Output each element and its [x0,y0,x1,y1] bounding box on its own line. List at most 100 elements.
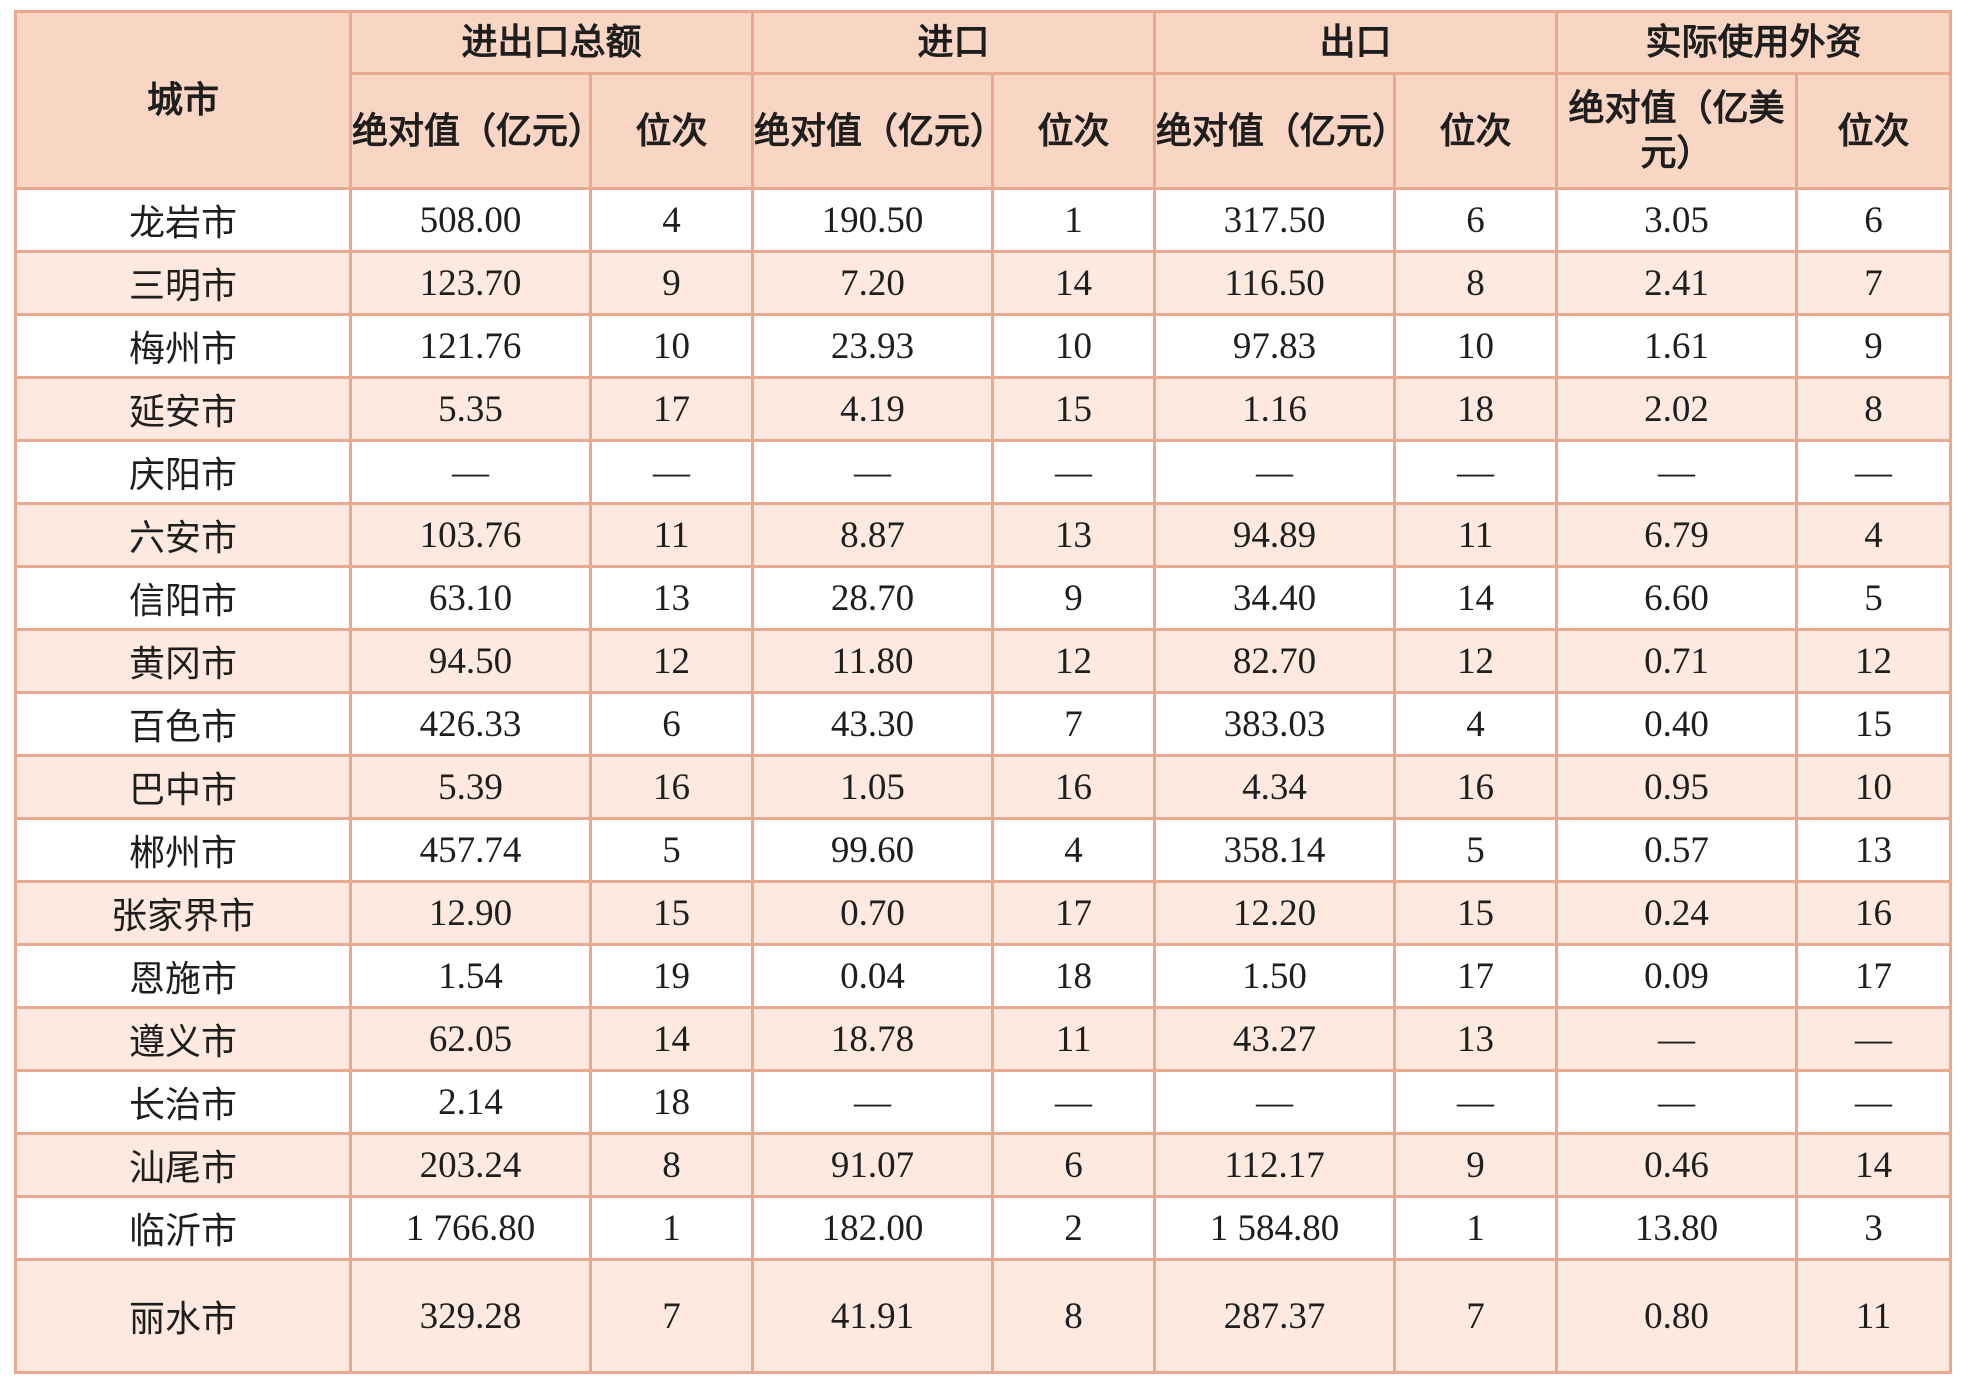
cell-fdi-value: 6.79 [1555,502,1799,568]
table-container: 城市 进出口总额 进口 出口 实际使用外资 绝对值（亿元） 位次 绝对值（亿元）… [14,10,1953,1374]
cell-total-value: 5.39 [349,754,592,820]
cell-city: 信阳市 [14,565,352,631]
cell-export-value: 112.17 [1153,1132,1397,1198]
cell-city: 汕尾市 [14,1132,352,1198]
cell-city: 长治市 [14,1069,352,1135]
cell-total-value: 12.90 [349,880,592,946]
cell-fdi-rank: 7 [1795,250,1953,316]
header-sub-value: 绝对值（亿元） [751,72,995,190]
cell-export-rank: 7 [1393,1258,1559,1374]
table-row: 庆阳市 — — — — — — — — [14,439,1953,505]
header-sub-value: 绝对值（亿元） [1153,72,1397,190]
cell-city: 郴州市 [14,817,352,883]
cell-import-rank: 11 [991,1006,1157,1072]
cell-import-rank: 4 [991,817,1157,883]
cell-export-value: 12.20 [1153,880,1397,946]
cell-total-rank: 6 [588,691,755,757]
cell-import-value: 1.05 [751,754,995,820]
cell-city: 百色市 [14,691,352,757]
cell-fdi-value: 0.46 [1555,1132,1799,1198]
cell-export-value: 82.70 [1153,628,1397,694]
cell-import-value: 0.04 [751,943,995,1009]
cell-fdi-value: 3.05 [1555,187,1799,253]
cell-import-rank: 6 [991,1132,1157,1198]
table-row: 百色市 426.33 6 43.30 7 383.03 4 0.40 15 [14,691,1953,757]
cell-total-rank: 10 [588,313,755,379]
cell-total-value: 2.14 [349,1069,592,1135]
cell-total-value: 94.50 [349,628,592,694]
cell-export-value: 116.50 [1153,250,1397,316]
cell-fdi-rank: 9 [1795,313,1953,379]
table-row: 丽水市 329.28 7 41.91 8 287.37 7 0.80 11 [14,1258,1953,1374]
cell-city: 遵义市 [14,1006,352,1072]
trade-data-table: 城市 进出口总额 进口 出口 实际使用外资 绝对值（亿元） 位次 绝对值（亿元）… [14,10,1953,1374]
cell-fdi-value: 0.24 [1555,880,1799,946]
table-row: 遵义市 62.05 14 18.78 11 43.27 13— — [14,1006,1953,1072]
cell-city: 龙岩市 [14,187,352,253]
cell-total-value: 121.76 [349,313,592,379]
header-group-export: 出口 [1153,10,1559,75]
table-row: 龙岩市 508.00 4 190.50 1 317.50 6 3.05 6 [14,187,1953,253]
cell-total-rank: 18 [588,1069,755,1135]
cell-total-rank: 12 [588,628,755,694]
cell-fdi-value: 6.60 [1555,565,1799,631]
header-sub-value: 绝对值（亿美元） [1555,72,1799,190]
cell-export-value: — [1153,439,1397,505]
cell-fdi-value: 0.80 [1555,1258,1799,1374]
cell-import-value: 8.87 [751,502,995,568]
cell-total-value: 103.76 [349,502,592,568]
table-row: 郴州市 457.74 5 99.60 4 358.14 5 0.57 13 [14,817,1953,883]
cell-fdi-rank: 17 [1795,943,1953,1009]
cell-fdi-value: — [1555,1006,1799,1072]
cell-fdi-rank: 4 [1795,502,1953,568]
cell-export-value: 1.16 [1153,376,1397,442]
cell-export-value: 383.03 [1153,691,1397,757]
cell-export-value: 4.34 [1153,754,1397,820]
cell-total-rank: 19 [588,943,755,1009]
cell-total-value: 426.33 [349,691,592,757]
cell-fdi-rank: 8 [1795,376,1953,442]
cell-city: 巴中市 [14,754,352,820]
cell-total-value: 1 766.80 [349,1195,592,1261]
cell-city: 六安市 [14,502,352,568]
cell-total-rank: 1 [588,1195,755,1261]
cell-import-value: — [751,1069,995,1135]
cell-export-rank: 1 [1393,1195,1559,1261]
cell-export-rank: 11 [1393,502,1559,568]
table-row: 信阳市 63.10 13 28.70 9 34.40 14 6.60 5 [14,565,1953,631]
table-row: 汕尾市 203.24 8 91.07 6 112.17 9 0.46 14 [14,1132,1953,1198]
header-sub-rank: 位次 [1795,72,1953,190]
header-sub-rank: 位次 [991,72,1157,190]
cell-export-rank: 18 [1393,376,1559,442]
cell-city: 恩施市 [14,943,352,1009]
cell-import-rank: 17 [991,880,1157,946]
cell-fdi-value: 0.09 [1555,943,1799,1009]
cell-export-value: 358.14 [1153,817,1397,883]
cell-fdi-value: 2.41 [1555,250,1799,316]
cell-total-value: 1.54 [349,943,592,1009]
table-row: 梅州市 121.76 10 23.93 10 97.83 10 1.61 9 [14,313,1953,379]
cell-total-rank: 16 [588,754,755,820]
cell-export-rank: 4 [1393,691,1559,757]
cell-fdi-rank: 5 [1795,565,1953,631]
cell-fdi-value: — [1555,439,1799,505]
cell-total-rank: 13 [588,565,755,631]
cell-total-rank: 11 [588,502,755,568]
cell-export-value: 287.37 [1153,1258,1397,1374]
cell-export-value: 1 584.80 [1153,1195,1397,1261]
table-row: 长治市 2.14 18— — — — — — [14,1069,1953,1135]
cell-export-rank: 17 [1393,943,1559,1009]
cell-total-rank: 5 [588,817,755,883]
cell-export-rank: 15 [1393,880,1559,946]
cell-total-rank: — [588,439,755,505]
cell-total-value: 62.05 [349,1006,592,1072]
cell-city: 三明市 [14,250,352,316]
cell-export-value: 43.27 [1153,1006,1397,1072]
cell-fdi-rank: — [1795,1006,1953,1072]
cell-import-value: 99.60 [751,817,995,883]
cell-total-value: 203.24 [349,1132,592,1198]
cell-city: 黄冈市 [14,628,352,694]
cell-import-rank: 12 [991,628,1157,694]
cell-fdi-value: 1.61 [1555,313,1799,379]
header-sub-rank: 位次 [588,72,755,190]
